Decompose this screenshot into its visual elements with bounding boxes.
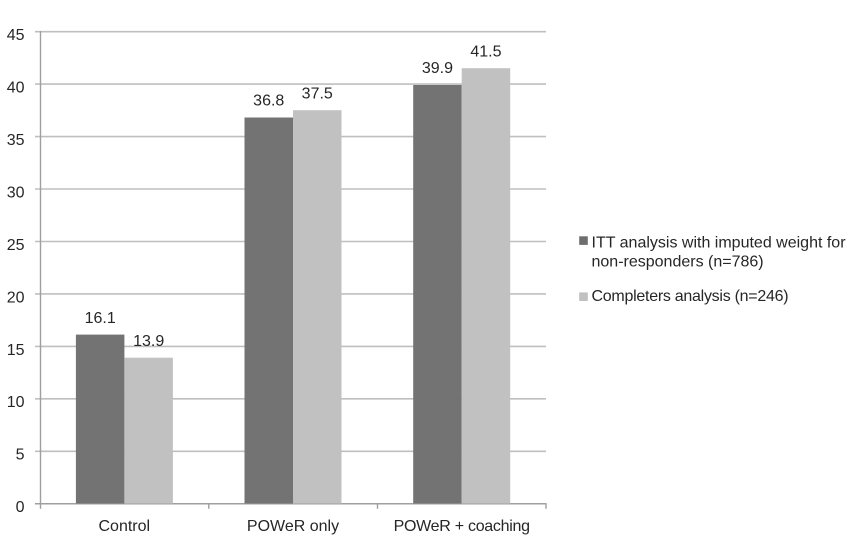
svg-text:30: 30 bbox=[7, 184, 25, 201]
svg-text:36.8: 36.8 bbox=[253, 93, 284, 110]
svg-text:POWeR + coaching: POWeR + coaching bbox=[394, 518, 530, 535]
svg-text:non-responders (n=786): non-responders (n=786) bbox=[592, 253, 764, 270]
svg-text:16.1: 16.1 bbox=[85, 310, 116, 327]
svg-text:ITT analysis with imputed weig: ITT analysis with imputed weight for bbox=[592, 234, 847, 251]
svg-text:10: 10 bbox=[7, 394, 25, 411]
svg-text:25: 25 bbox=[7, 237, 25, 254]
svg-text:Control: Control bbox=[99, 518, 151, 535]
svg-text:45: 45 bbox=[7, 27, 25, 44]
svg-text:40: 40 bbox=[7, 80, 25, 97]
svg-text:15: 15 bbox=[7, 342, 25, 359]
svg-text:13.9: 13.9 bbox=[133, 333, 164, 350]
svg-text:0: 0 bbox=[16, 499, 25, 516]
svg-text:5: 5 bbox=[16, 447, 25, 464]
svg-text:37.5: 37.5 bbox=[302, 85, 333, 102]
svg-text:35: 35 bbox=[7, 132, 25, 149]
svg-text:20: 20 bbox=[7, 289, 25, 306]
svg-text:POWeR only: POWeR only bbox=[247, 518, 339, 535]
svg-text:41.5: 41.5 bbox=[470, 43, 501, 60]
svg-text:Completers analysis (n=246): Completers analysis (n=246) bbox=[592, 288, 789, 305]
svg-text:39.9: 39.9 bbox=[422, 60, 453, 77]
